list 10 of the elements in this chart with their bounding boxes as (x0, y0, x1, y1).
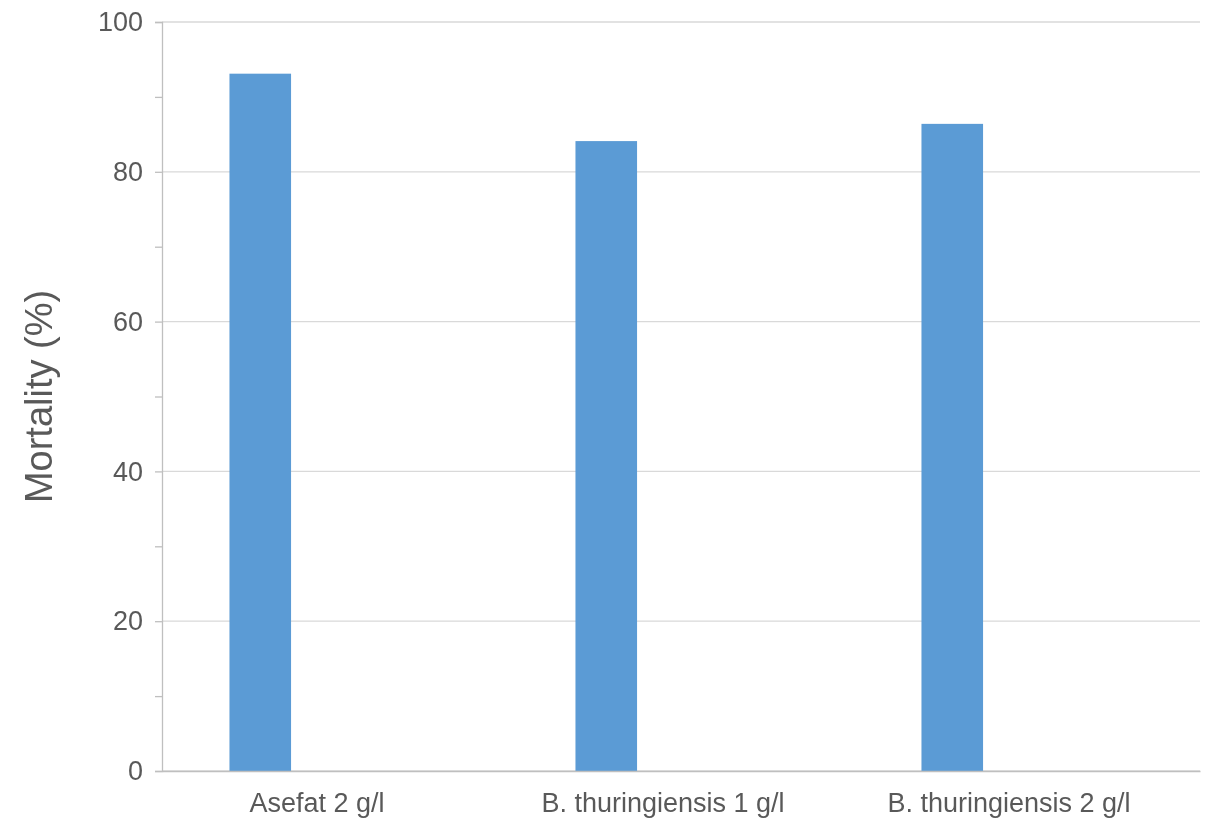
y-axis-title: Mortality (%) (18, 289, 60, 504)
y-tick-label: 60 (112, 306, 143, 337)
x-tick-label: B. thuringiensis 2 g/l (887, 788, 1131, 819)
y-tick-label: 80 (112, 156, 143, 187)
y-tick-label: 40 (112, 456, 143, 487)
y-tick-label: 0 (127, 756, 143, 787)
x-tick-label: B. thuringiensis 1 g/l (541, 788, 785, 819)
y-tick-label: 20 (112, 606, 143, 637)
y-tick-label: 100 (97, 7, 143, 38)
x-tick-label: Asefat 2 g/l (249, 788, 385, 819)
